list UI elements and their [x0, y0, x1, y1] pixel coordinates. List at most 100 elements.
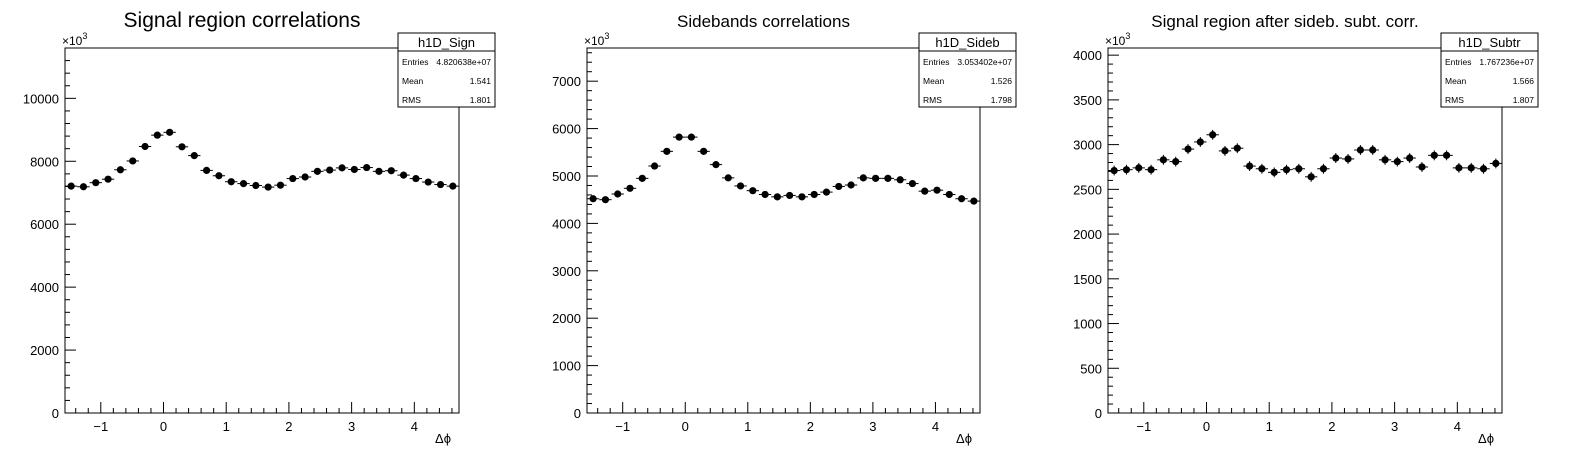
data-point [67, 182, 75, 190]
data-point [798, 193, 806, 201]
stats-row-label: Entries [402, 57, 428, 67]
x-axis-title: Δϕ [956, 431, 972, 446]
data-point [1295, 165, 1303, 173]
data-point [835, 182, 843, 191]
data-point [1455, 164, 1463, 172]
x-tick-label: −1 [93, 419, 108, 434]
data-point [1122, 166, 1131, 174]
data-point [822, 188, 831, 196]
data-point [724, 174, 732, 182]
y-tick-label: 0 [1095, 406, 1102, 421]
data-point [1110, 166, 1118, 175]
data-point [338, 164, 346, 172]
y-tick-label: 2000 [1073, 227, 1102, 242]
data-point [129, 157, 137, 165]
y-tick-label: 0 [574, 406, 581, 421]
data-point [773, 193, 781, 201]
chart-title: Sidebands correlations [677, 12, 850, 31]
y-tick-label: 3500 [1073, 93, 1102, 108]
data-point [749, 187, 757, 195]
data-point [1233, 144, 1241, 152]
stats-row-value: 4.820638e+07 [436, 57, 491, 67]
data-point [289, 174, 297, 183]
stats-box-name: h1D_Subtr [1458, 35, 1521, 50]
stats-row-value: 1.566 [1513, 76, 1535, 86]
stats-box: h1D_Sign Entries 4.820638e+07 Mean 1.541 RMS 1… [397, 32, 496, 108]
plot-frame [1107, 47, 1503, 414]
y-tick-label: 0 [52, 406, 59, 421]
y-tick-label: 6000 [552, 122, 581, 137]
data-series [1108, 129, 1502, 182]
plot-frame [64, 47, 460, 414]
plot-frame [586, 47, 981, 414]
data-point [675, 133, 683, 141]
chart-title: Signal region after sideb. subt. corr. [1151, 12, 1418, 31]
data-point [412, 174, 420, 183]
data-point [1467, 164, 1475, 172]
x-tick-label: 4 [1454, 419, 1461, 434]
x-tick-label: 1 [744, 419, 751, 434]
y-tick-label: 4000 [30, 280, 59, 295]
stats-box-name: h1D_Sideb [935, 35, 999, 50]
y-tick-label: 7000 [552, 74, 581, 89]
y-tick-label: 3000 [1073, 138, 1102, 153]
stats-row-value: 1.798 [991, 95, 1013, 105]
data-point [1344, 155, 1352, 163]
data-point [1332, 154, 1340, 162]
data-point [424, 178, 432, 186]
data-point [761, 190, 769, 199]
stats-row-value: 1.801 [470, 95, 492, 105]
data-point [601, 196, 610, 204]
data-point [436, 180, 445, 189]
y-tick-label: 8000 [30, 154, 59, 169]
stats-box: h1D_Subtr Entries 1.767236e+07 Mean 1.566 RMS… [1440, 32, 1539, 108]
data-point [638, 174, 646, 182]
data-point [687, 133, 695, 141]
data-point [1172, 158, 1180, 166]
x-tick-label: 1 [1266, 419, 1273, 434]
x-tick-label: 2 [807, 419, 814, 434]
data-point [449, 182, 457, 190]
stats-row-value: 1.526 [991, 76, 1013, 86]
data-point [1270, 168, 1278, 176]
stats-row-label: Mean [402, 76, 424, 86]
x-tick-label: 3 [869, 419, 876, 434]
y-tick-label: 5000 [552, 169, 581, 184]
data-point [1418, 163, 1426, 171]
chart-panel-1: Signal region correlations −1 0 1 2 3 4 0 2000 40… [23, 9, 496, 446]
data-point [921, 187, 929, 195]
x-tick-label: 0 [682, 419, 689, 434]
data-point [227, 178, 235, 186]
data-point [970, 197, 978, 205]
data-point [363, 163, 371, 172]
data-point [178, 143, 186, 151]
data-point [116, 166, 125, 174]
x-tick-label: 3 [1391, 419, 1398, 434]
y-exponent-label: ×103 [584, 31, 609, 48]
data-point [945, 190, 953, 199]
stats-box-name: h1D_Sign [418, 35, 475, 50]
data-point [650, 162, 659, 170]
y-tick-label: 6000 [30, 217, 59, 232]
stats-row-label: Mean [923, 76, 945, 86]
data-point [736, 182, 745, 190]
x-tick-label: 4 [411, 419, 418, 434]
data-point [1245, 162, 1254, 170]
chart-title: Signal region correlations [124, 9, 361, 32]
data-point [1282, 166, 1291, 174]
x-tick-label: 3 [348, 419, 355, 434]
y-tick-label: 500 [1080, 361, 1102, 376]
data-point [1319, 165, 1328, 173]
x-axis-title: Δϕ [1478, 431, 1494, 446]
data-point [884, 174, 892, 182]
data-point [1209, 131, 1217, 139]
data-point [202, 166, 211, 175]
x-tick-label: −1 [615, 419, 630, 434]
stats-row-label: RMS [923, 95, 942, 105]
data-point [1381, 156, 1389, 164]
stats-row-label: Entries [1445, 57, 1471, 67]
data-point [712, 161, 720, 169]
y-exponent-label: ×103 [62, 31, 87, 48]
data-point [663, 147, 671, 155]
data-point [399, 171, 408, 179]
